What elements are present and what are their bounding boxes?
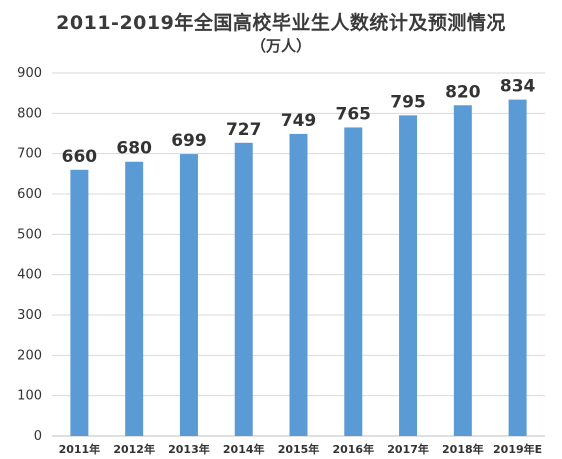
- data-label: 765: [336, 104, 372, 124]
- x-tick-label: 2018年: [442, 442, 484, 456]
- y-tick-label: 600: [17, 187, 42, 202]
- x-tick-label: 2011年: [59, 442, 101, 456]
- y-tick-label: 800: [17, 106, 42, 121]
- y-tick-label: 100: [17, 389, 42, 404]
- y-tick-label: 300: [17, 308, 42, 323]
- bar: [344, 127, 363, 436]
- y-tick-label: 200: [17, 348, 42, 363]
- x-tick-label: 2015年: [278, 442, 320, 456]
- data-label: 795: [390, 92, 426, 112]
- data-label: 660: [62, 147, 98, 167]
- x-tick-label: 2014年: [223, 442, 265, 456]
- y-tick-label: 400: [17, 268, 42, 283]
- y-tick-label: 900: [17, 66, 42, 81]
- bar: [399, 115, 418, 436]
- x-tick-label: 2012年: [113, 442, 155, 456]
- chart-title: 2011-2019年全国高校毕业生人数统计及预测情况: [56, 12, 506, 34]
- bar: [125, 161, 144, 436]
- x-tick-label: 2013年: [168, 442, 210, 456]
- data-label: 680: [116, 139, 152, 159]
- data-label: 834: [500, 77, 536, 97]
- bar: [70, 169, 89, 437]
- data-label: 749: [281, 111, 317, 131]
- bar: [289, 133, 308, 437]
- data-label: 699: [171, 131, 207, 151]
- x-tick-label: 2017年: [387, 442, 429, 456]
- data-label: 727: [226, 120, 262, 140]
- x-tick-label: 2019年E: [493, 442, 542, 456]
- bar: [453, 105, 472, 437]
- data-label: 820: [445, 82, 481, 102]
- y-tick-label: 0: [34, 429, 42, 444]
- chart-subtitle: （万人）: [250, 37, 311, 55]
- y-tick-label: 700: [17, 147, 42, 162]
- bar: [234, 142, 253, 436]
- bar: [508, 99, 527, 437]
- x-tick-label: 2016年: [332, 442, 374, 456]
- y-tick-label: 500: [17, 227, 42, 242]
- bar: [179, 154, 198, 436]
